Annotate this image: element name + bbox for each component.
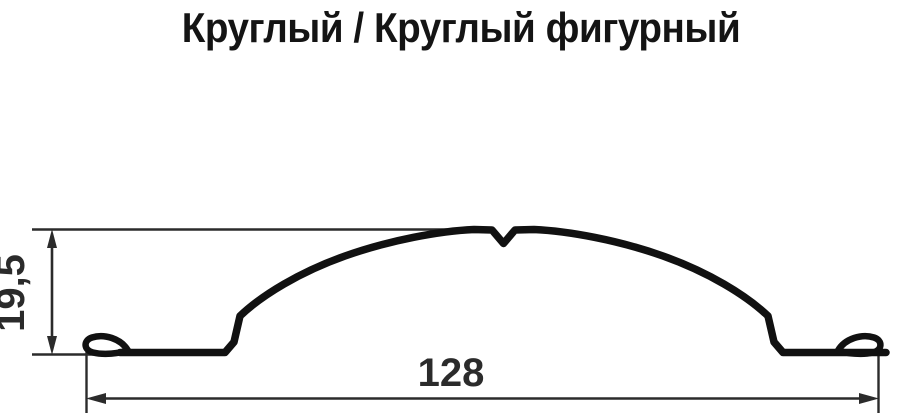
right-hem-loop (834, 332, 884, 358)
width-arrow-right-icon (859, 393, 879, 404)
profile-main-contour (116, 225, 890, 357)
left-hem-loop (82, 332, 132, 358)
dimension-width-128: 128 (85, 351, 880, 413)
width-dimension-label: 128 (418, 351, 485, 395)
height-arrow-down-icon (47, 336, 57, 355)
height-dimension-label: 19,5 (0, 254, 33, 332)
height-arrow-up-icon (47, 229, 57, 248)
page-title: Круглый / Круглый фигурный (181, 4, 741, 51)
width-arrow-left-icon (86, 393, 106, 404)
profile-outline (82, 225, 890, 358)
